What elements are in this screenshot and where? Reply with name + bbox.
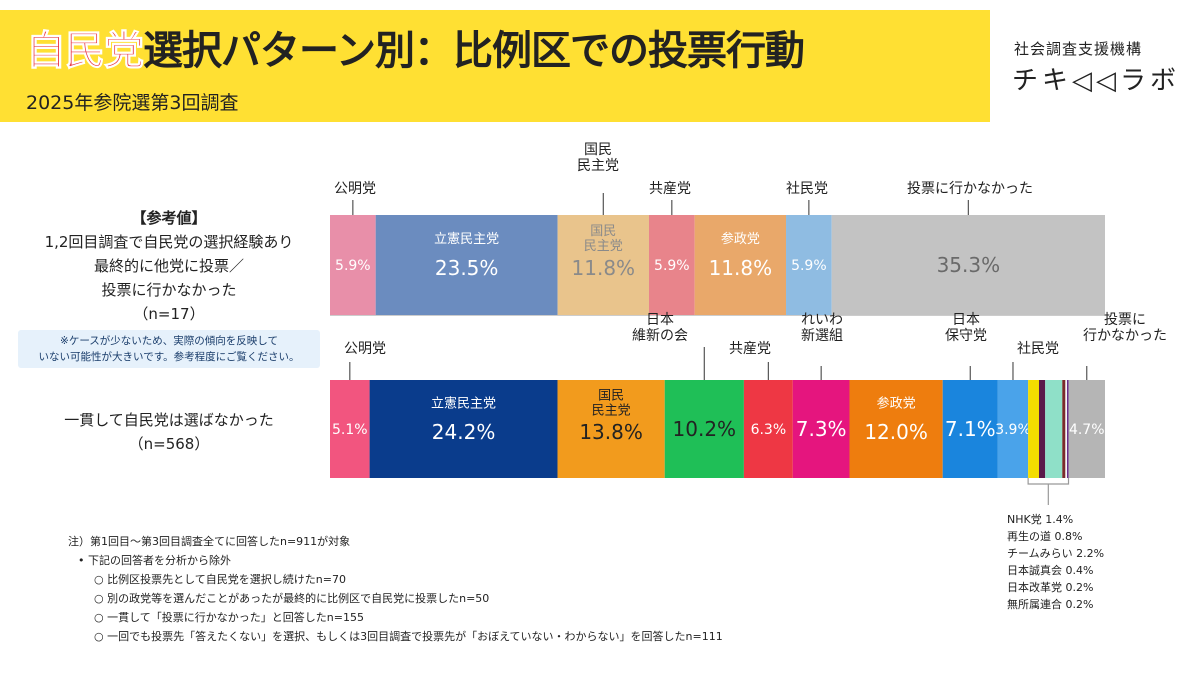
minor-party-item: 再生の道 0.8%	[1007, 530, 1083, 543]
data-label: 3.9%	[995, 422, 1031, 438]
note-line: ○ 別の政党等を選んだことがあったが最終的に比例区で自民党に投票したn=50	[94, 592, 490, 605]
row2-label-line: （n=568）	[128, 435, 210, 453]
minor-party-item: 日本誠真会 0.4%	[1007, 564, 1094, 577]
segment-name-label: 立憲民主党	[431, 395, 496, 411]
segment-name-label: 参政党	[877, 395, 916, 411]
title-banner	[0, 10, 990, 122]
minor-party-item: 日本改革党 0.2%	[1007, 581, 1094, 594]
note-line: ○ 一貫して「投票に行かなかった」と回答したn=155	[94, 611, 364, 624]
category-label: 投票に行かなかった	[907, 181, 1033, 197]
bar-segment	[1065, 380, 1067, 478]
row1-label: 【参考値】 1,2回目調査で自民党の選択経験あり 最終的に他党に投票／ 投票に行…	[18, 206, 320, 326]
bar-segment	[330, 215, 376, 315]
data-label: 23.5%	[435, 256, 499, 280]
minor-party-item: チームみらい 2.2%	[1007, 547, 1105, 560]
bar-segment	[664, 380, 744, 478]
data-label: 5.9%	[654, 258, 690, 274]
bar-segment	[942, 380, 998, 478]
row1-label-line: 投票に行かなかった	[101, 281, 237, 299]
category-label: 社民党	[1017, 341, 1059, 357]
note-line: • 下記の回答者を分析から除外	[78, 554, 231, 567]
bar-segment	[648, 215, 695, 315]
notes: 注）第1回目～第3回目調査全てに回答したn=911が対象 • 下記の回答者を分析…	[68, 532, 723, 646]
minor-party-list: NHK党 1.4% 再生の道 0.8% チームみらい 2.2% 日本誠真会 0.…	[1007, 511, 1104, 613]
logo-mark: チキ◁◁ラボ	[1012, 66, 1180, 96]
note-line: 注）第1回目～第3回目調査全てに回答したn=911が対象	[68, 535, 351, 548]
segment-name-label: 国民民主党	[592, 388, 631, 418]
row1-label-line: 最終的に他党に投票／	[93, 257, 244, 275]
bar-segment	[1038, 380, 1046, 478]
bar-segment	[831, 215, 1105, 315]
minor-party-item: 無所属連合 0.2%	[1007, 598, 1094, 611]
bar-segment	[330, 380, 370, 478]
category-label: 共産党	[649, 181, 691, 197]
bar-segment	[1028, 380, 1039, 478]
data-label: 5.9%	[335, 258, 371, 274]
data-label: 12.0%	[864, 420, 928, 444]
bar-segment	[369, 380, 558, 478]
title-rest: 選択パターン別：比例区での投票行動	[143, 28, 805, 74]
bracket-line	[1027, 478, 1070, 485]
data-label: 11.8%	[709, 256, 773, 280]
data-label: 11.8%	[572, 256, 636, 280]
category-label: 日本維新の会	[632, 312, 688, 344]
bar-segment	[786, 215, 832, 315]
segment-name-label: 参政党	[721, 231, 760, 247]
category-label: 公明党	[344, 341, 386, 357]
category-label: 共産党	[729, 341, 771, 357]
bar-segment	[849, 380, 943, 478]
minor-party-item: NHK党 1.4%	[1007, 513, 1074, 526]
category-label: 国民民主党	[577, 142, 619, 174]
bar-segment	[997, 380, 1029, 478]
category-label: 投票に行かなかった	[1083, 312, 1167, 344]
data-label: 5.1%	[332, 422, 368, 438]
note-line: ○ 一回でも投票先「答えたくない」を選択、もしくは3回目調査で投票先が「おぼえて…	[94, 630, 723, 643]
category-label: れいわ新選組	[801, 312, 843, 344]
title-highlight: 自民党	[26, 28, 145, 75]
logo-org-name: 社会調査支援機構	[1014, 40, 1143, 58]
category-label: 公明党	[334, 181, 376, 197]
data-label: 6.3%	[751, 422, 787, 438]
row1-label-line: 【参考値】	[131, 209, 207, 227]
page-title: 自民党選択パターン別：比例区での投票行動	[26, 18, 806, 76]
segment-name-label: 立憲民主党	[434, 231, 499, 247]
row2-label-line: 一貫して自民党は選ばなかった	[64, 411, 274, 429]
category-label: 社民党	[786, 181, 828, 197]
bar-segment	[743, 380, 793, 478]
data-label: 13.8%	[579, 420, 643, 444]
bar-segment	[1062, 380, 1066, 478]
bar-segment	[557, 215, 649, 315]
row1-label-line: （n=17）	[133, 305, 205, 323]
row1-label-line: 1,2回目調査で自民党の選択経験あり	[44, 233, 294, 251]
bar-segment	[792, 380, 850, 478]
caveat-line: ※ケースが少ないため、実際の傾向を反映して	[60, 335, 278, 347]
bar-segment	[375, 215, 558, 315]
bar-segment	[694, 215, 787, 315]
bar-segment	[557, 380, 665, 478]
data-label: 10.2%	[673, 417, 737, 441]
segment-name-label: 国民民主党	[584, 224, 623, 254]
bar-segment	[1068, 380, 1105, 478]
category-label: 日本保守党	[945, 312, 987, 344]
caveat-line: いない可能性が大きいです。参考程度にご覧ください。	[38, 351, 300, 363]
data-label: 4.7%	[1069, 422, 1105, 438]
bar-segment	[1045, 380, 1063, 478]
row2-label: 一貫して自民党は選ばなかった （n=568）	[18, 408, 320, 456]
caveat-note: ※ケースが少ないため、実際の傾向を反映して いない可能性が大きいです。参考程度に…	[18, 330, 320, 368]
data-label: 7.1%	[945, 417, 996, 441]
bar-segment	[1066, 380, 1069, 478]
data-label: 5.9%	[791, 258, 827, 274]
row-divider	[330, 315, 1105, 316]
note-line: ○ 比例区投票先として自民党を選択し続けたn=70	[94, 573, 346, 586]
data-label: 35.3%	[937, 253, 1001, 277]
data-label: 24.2%	[432, 420, 496, 444]
page-subtitle: 2025年参院選第3回調査	[26, 92, 239, 114]
data-label: 7.3%	[796, 417, 847, 441]
